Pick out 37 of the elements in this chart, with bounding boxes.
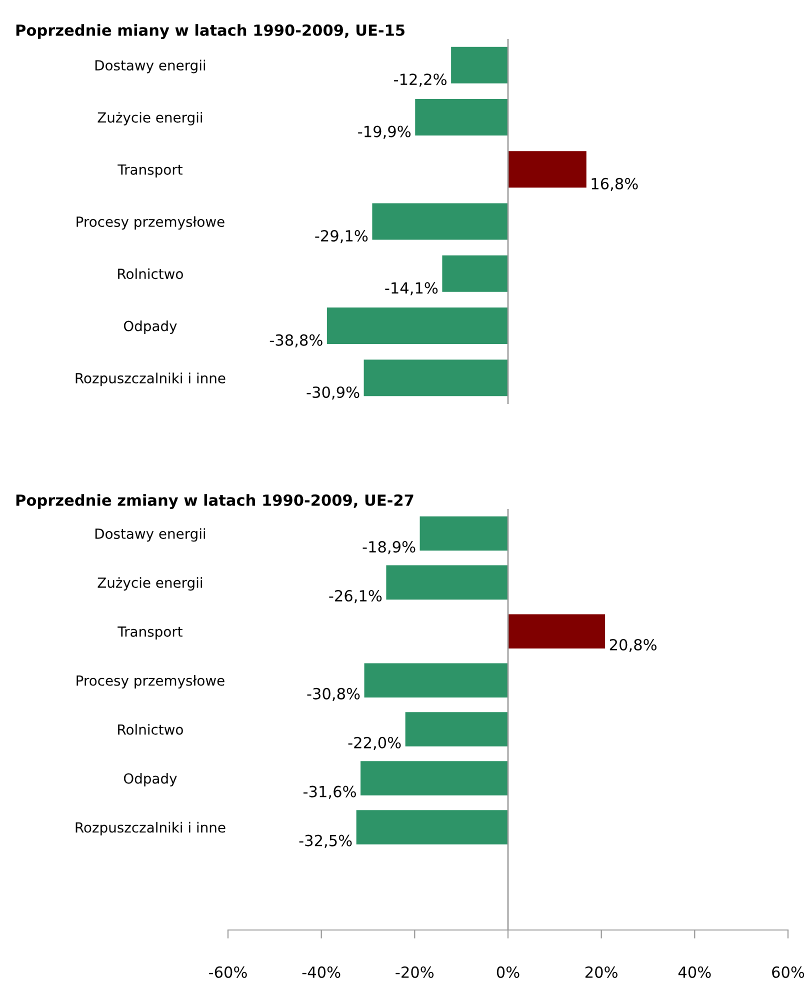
data-label: -31,6% [304,786,356,799]
data-label: -12,2% [394,74,446,87]
data-label: -32,5% [299,834,352,848]
y-tick-label: Odpady [124,320,177,334]
x-tick-label: -20% [396,966,434,978]
x-tick-label: -60% [209,966,247,978]
y-tick-label: Rozpuszczalniki i inne [76,822,226,836]
chart-title: Poprzednie miany w latach 1990-2009, UE-15 [16,24,404,39]
data-label: -26,1% [329,590,382,604]
x-tick-label: -40% [302,966,340,978]
data-label: -18,9% [362,541,416,554]
data-label: -22,0% [348,736,401,750]
x-tick-label: 0% [496,966,520,978]
y-tick-label: Rozpuszczalniki i inne [76,372,226,386]
y-tick-label: Dostawy energii [95,528,206,542]
x-tick-label: 60% [772,966,804,978]
y-tick-label: Procesy przemysłowe [76,675,224,688]
y-tick-label: Procesy przemysłowe [76,216,224,230]
chart-title: Poprzednie zmiany w latach 1990-2009, UE-27 [16,494,414,509]
data-label: 20,8% [610,638,656,652]
y-tick-label: Zużycie energii [98,577,202,591]
y-tick-label: Transport [118,626,182,640]
data-label: -30,9% [306,386,360,400]
y-tick-label: Transport [118,164,182,178]
data-label: 16,8% [592,178,638,191]
y-tick-label: Dostawy energii [95,60,206,74]
x-tick-label: 20% [585,966,618,978]
y-tick-label: Odpady [124,772,177,786]
data-label: -19,9% [358,126,411,139]
y-tick-label: Zużycie energii [98,112,202,126]
data-label: -38,8% [270,334,322,348]
data-label: -29,1% [315,230,368,244]
x-tick-label: 40% [678,966,711,978]
y-tick-label: Rolnictwo [118,724,183,735]
data-label: -30,8% [307,688,360,702]
y-tick-label: Rolnictwo [118,268,183,280]
data-label: -14,1% [385,282,438,296]
